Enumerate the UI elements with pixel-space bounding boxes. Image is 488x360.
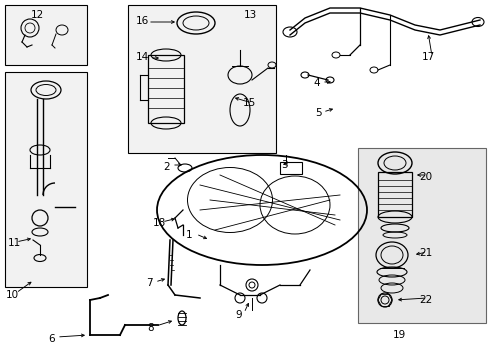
Text: 10: 10 — [6, 290, 19, 300]
Text: 21: 21 — [418, 248, 431, 258]
Text: 15: 15 — [243, 98, 256, 108]
Text: 7: 7 — [146, 278, 152, 288]
Text: 19: 19 — [392, 330, 406, 340]
Bar — [128, 5, 275, 153]
Text: 5: 5 — [314, 108, 321, 118]
Bar — [377, 172, 411, 217]
Text: 12: 12 — [31, 10, 44, 20]
Text: 20: 20 — [418, 172, 431, 182]
Bar — [148, 55, 183, 123]
Bar — [357, 148, 485, 323]
Text: 17: 17 — [421, 52, 434, 62]
Bar — [5, 72, 87, 287]
Text: 9: 9 — [235, 310, 241, 320]
Text: 11: 11 — [8, 238, 21, 248]
Text: 3: 3 — [281, 160, 287, 170]
Text: 2: 2 — [163, 162, 169, 172]
Bar — [5, 5, 87, 65]
Text: 6: 6 — [48, 334, 55, 344]
Text: 4: 4 — [312, 78, 319, 88]
Text: 8: 8 — [147, 323, 153, 333]
Text: 22: 22 — [418, 295, 431, 305]
Text: 16: 16 — [136, 16, 149, 26]
Text: 14: 14 — [136, 52, 149, 62]
Text: 1: 1 — [185, 230, 192, 240]
Bar — [280, 162, 302, 174]
Text: 13: 13 — [244, 10, 257, 20]
Text: 18: 18 — [153, 218, 166, 228]
